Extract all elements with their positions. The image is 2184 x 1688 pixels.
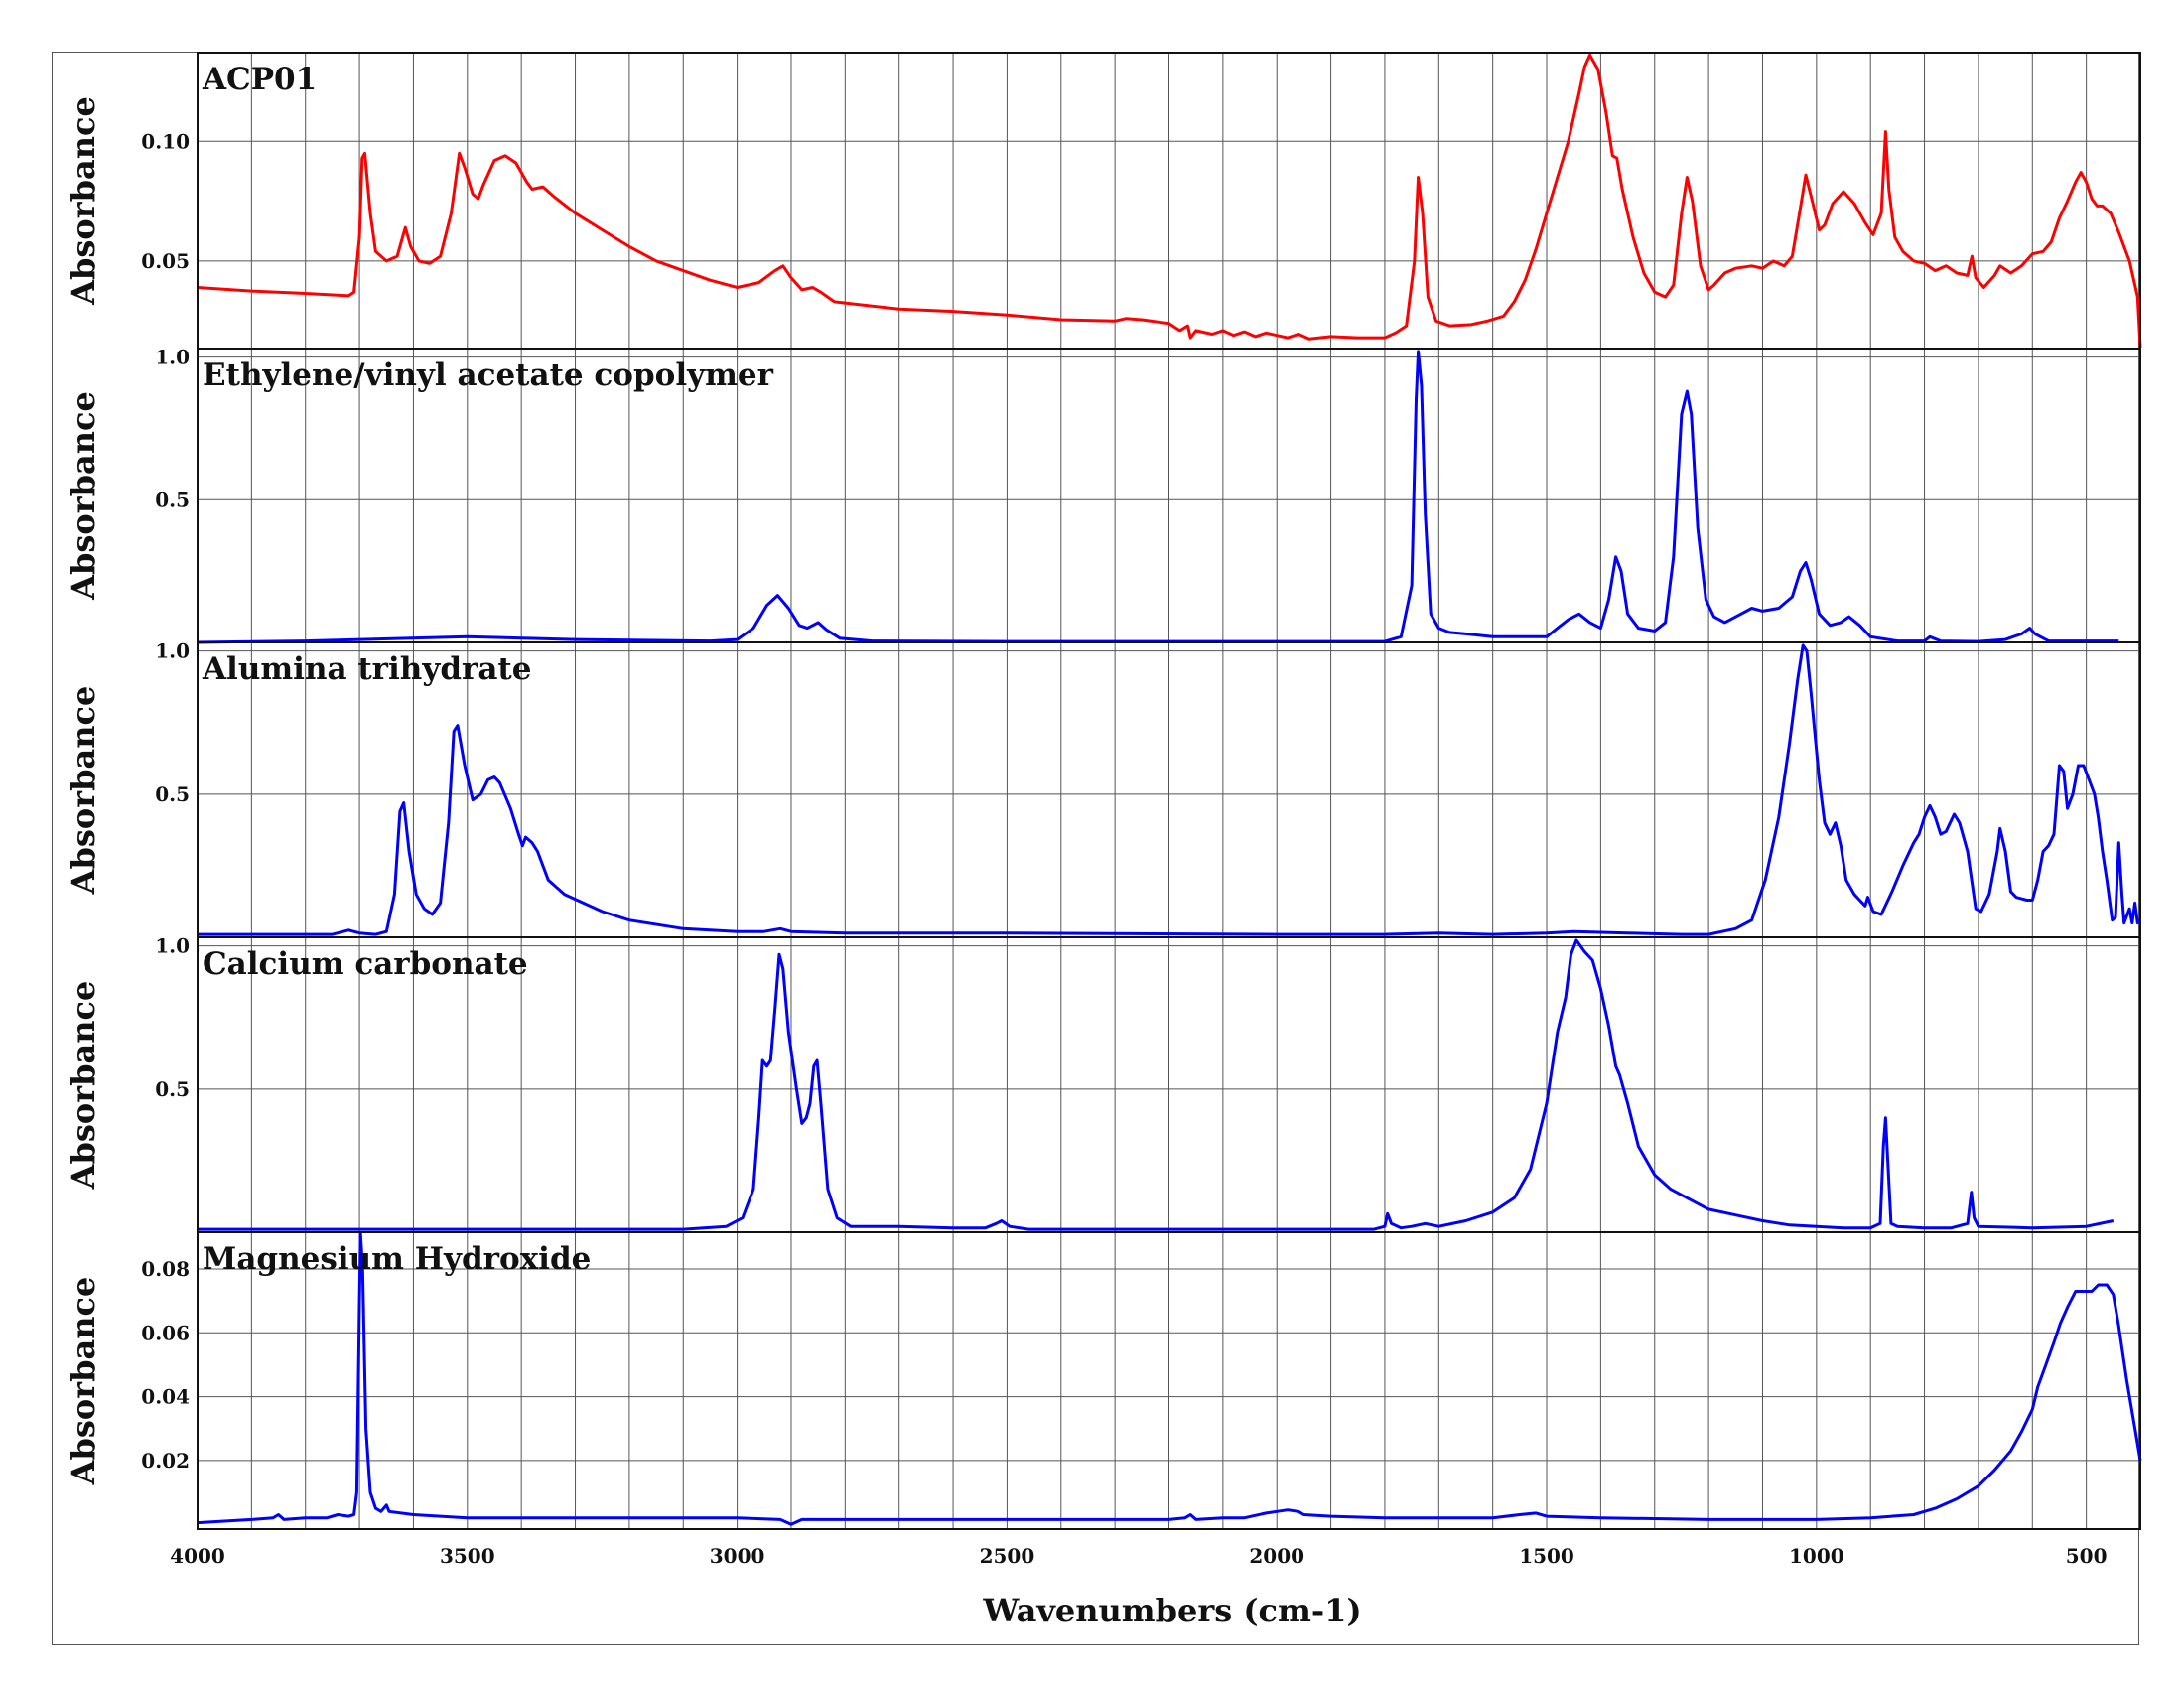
y-tick-label: 1.0 (155, 346, 190, 369)
y-tick-label: 0.04 (141, 1385, 190, 1409)
y-tick-label: 0.5 (155, 488, 190, 511)
y-axis-title: Absorbance (65, 391, 102, 601)
x-tick-label: 1500 (1519, 1544, 1574, 1568)
spectrum-line (197, 1232, 2142, 1526)
y-tick-label: 0.02 (141, 1449, 190, 1473)
x-tick-label: 2000 (1249, 1544, 1304, 1568)
spectrum-line (198, 643, 2142, 936)
y-axis-title: Absorbance (65, 1277, 102, 1486)
y-tick-label: 1.0 (155, 639, 190, 663)
panel-title: Alumina trihydrate (202, 651, 531, 687)
spectrum-line (198, 938, 2115, 1231)
x-tick-label: 4000 (170, 1544, 225, 1568)
series-layer (197, 53, 2142, 1526)
x-tick-label: 2500 (980, 1544, 1035, 1568)
y-tick-label: 1.0 (155, 934, 190, 958)
y-axis-title: Absorbance (65, 981, 102, 1191)
y-axis-title: Absorbance (65, 686, 102, 896)
spectrum-line (197, 350, 2119, 644)
x-tick-label: 1000 (1789, 1544, 1844, 1568)
grid-layer (198, 53, 2140, 1529)
x-tick-label: 500 (2066, 1544, 2108, 1568)
x-tick-label: 3500 (440, 1544, 495, 1568)
x-tick-label: 3000 (710, 1544, 765, 1568)
y-tick-label: 0.10 (141, 129, 190, 153)
y-axis-title: Absorbance (65, 96, 102, 306)
panel-title: Magnesium Hydroxide (203, 1241, 591, 1277)
panel-border (197, 1231, 2141, 1530)
spectrum-line (197, 53, 2142, 348)
y-tick-label: 0.5 (155, 1077, 190, 1101)
panel-title: ACP01 (202, 62, 317, 97)
y-tick-label: 0.5 (155, 782, 190, 806)
y-tick-label: 0.06 (141, 1321, 190, 1344)
panel-title: Calcium carbonate (203, 946, 528, 982)
y-tick-label: 0.05 (141, 249, 190, 273)
panel-title: Ethylene/vinyl acetate copolymer (203, 357, 774, 393)
x-axis-title: Wavenumbers (cm-1) (982, 1592, 1361, 1629)
plot-borders (197, 52, 2141, 1530)
label-layer: 0.05 0.10 ACP01 Absorbance 0.5 1.0 Ethylene/vi… (65, 62, 2108, 1568)
y-tick-label: 0.08 (141, 1257, 190, 1281)
